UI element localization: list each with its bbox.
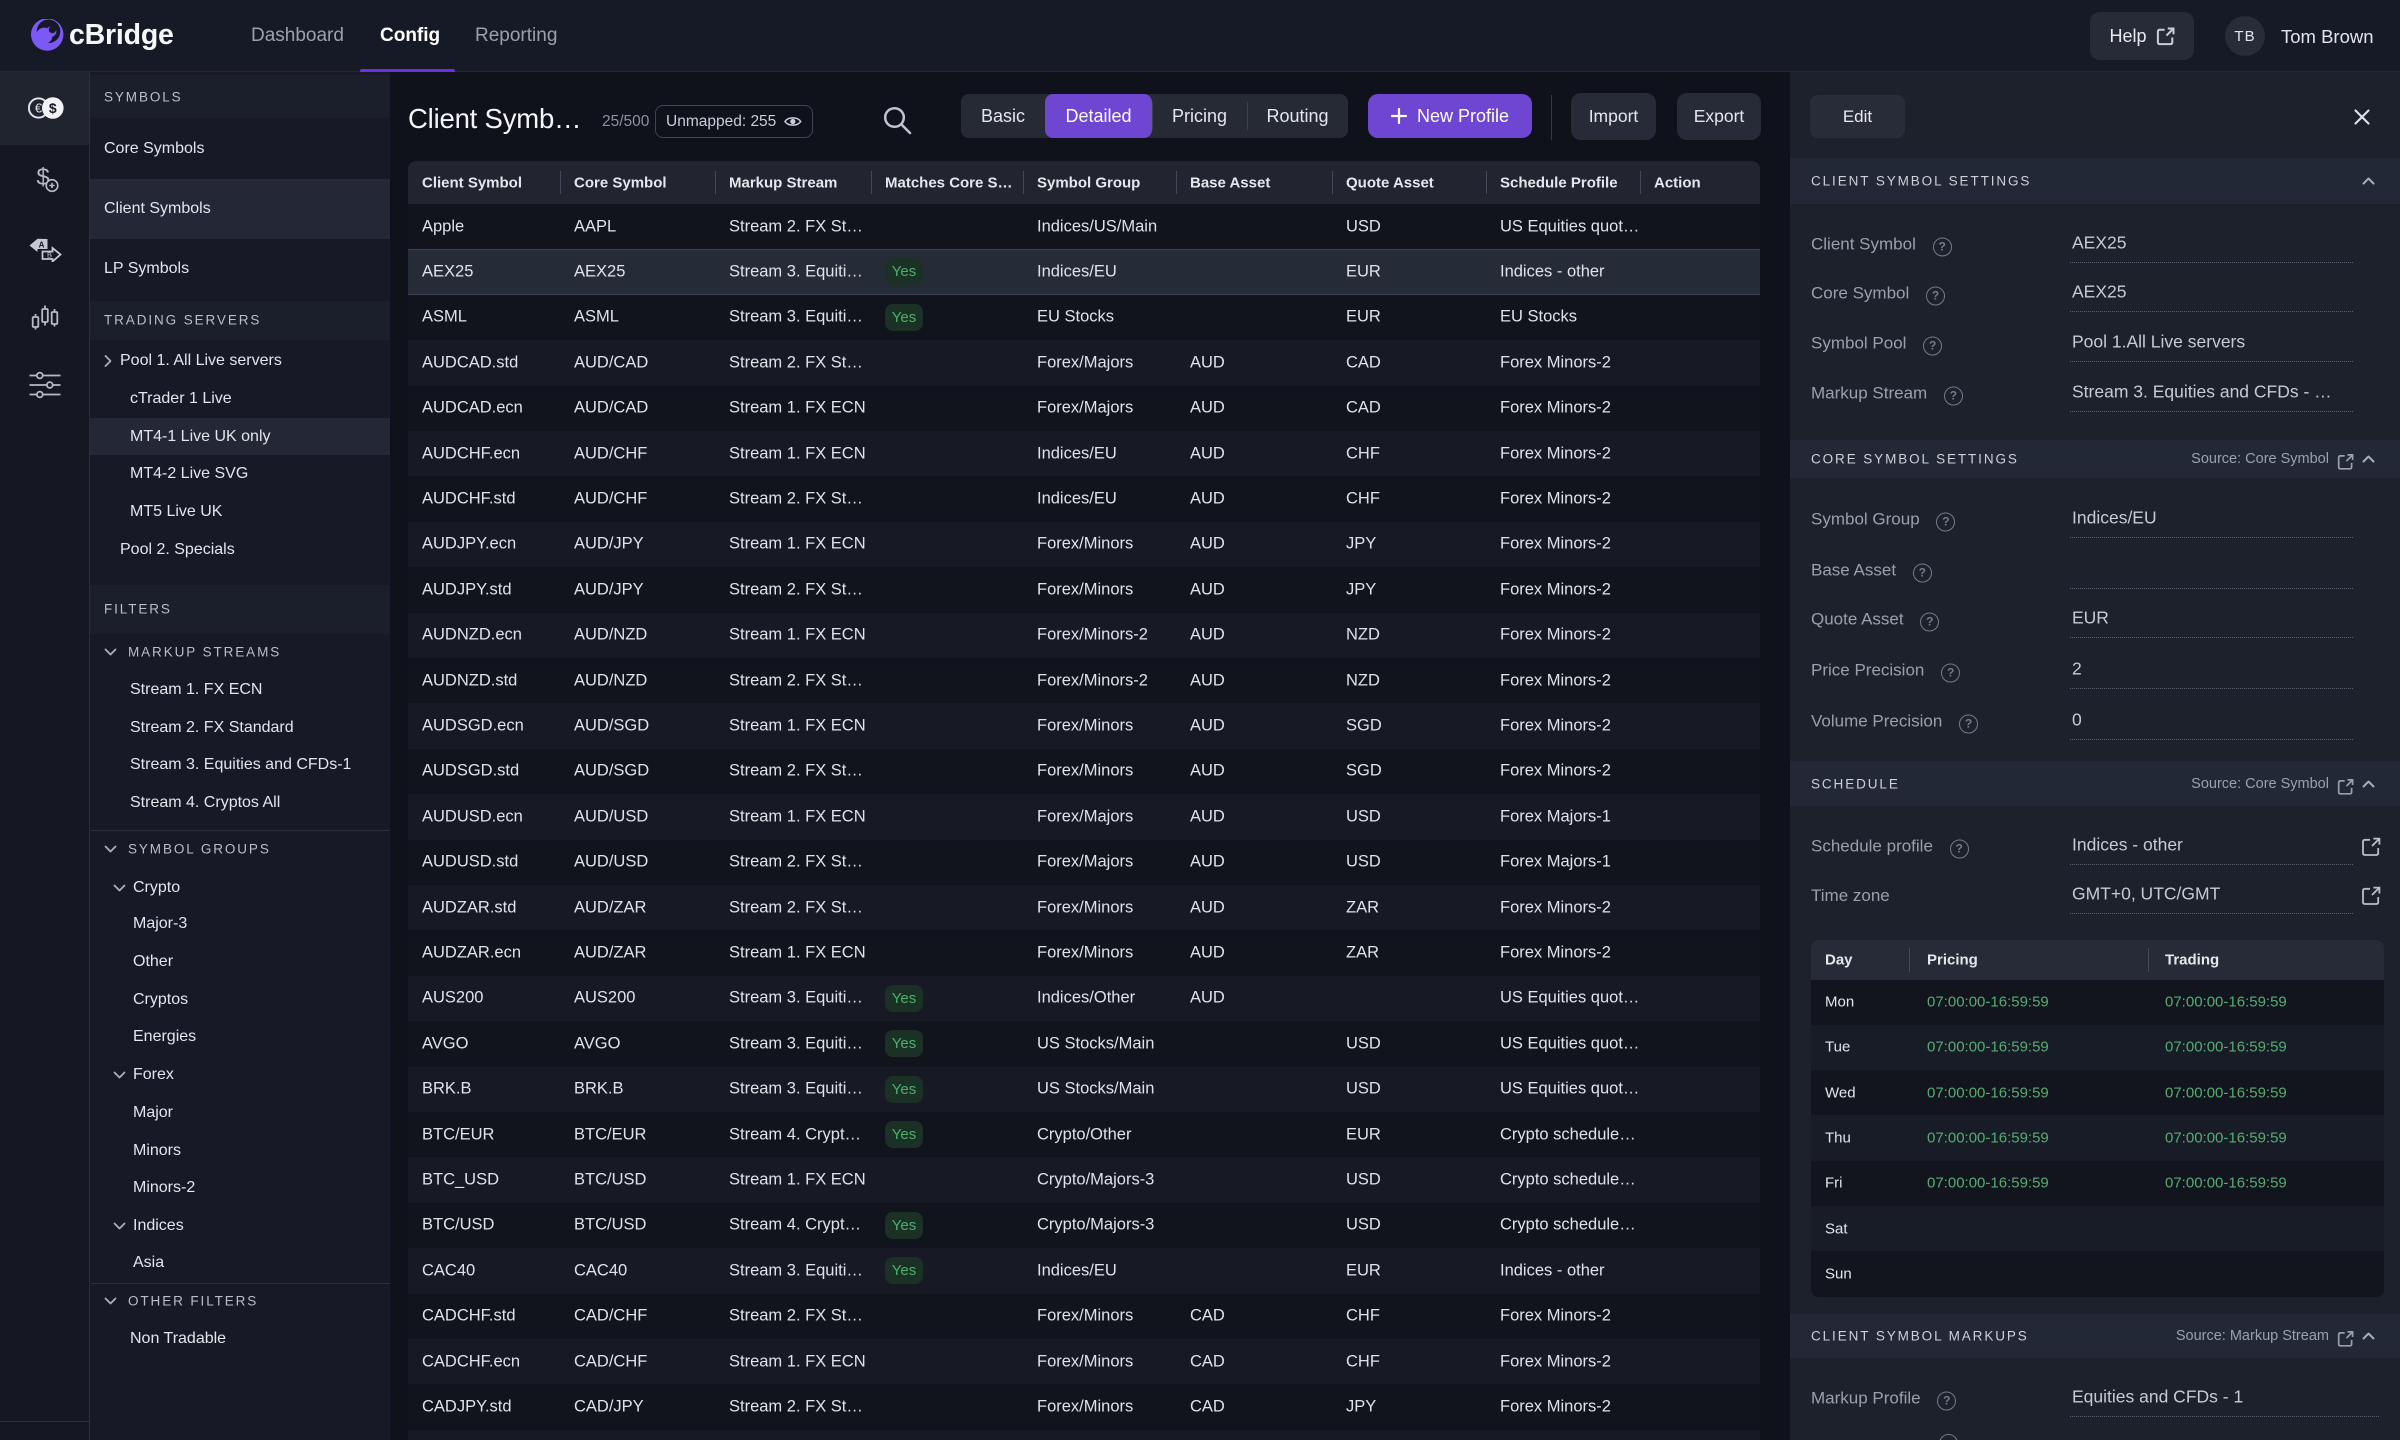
svg-text:A: A	[39, 241, 45, 250]
svg-text:B: B	[47, 251, 52, 260]
svg-text:€: €	[35, 101, 43, 116]
svg-text:$: $	[49, 100, 57, 116]
